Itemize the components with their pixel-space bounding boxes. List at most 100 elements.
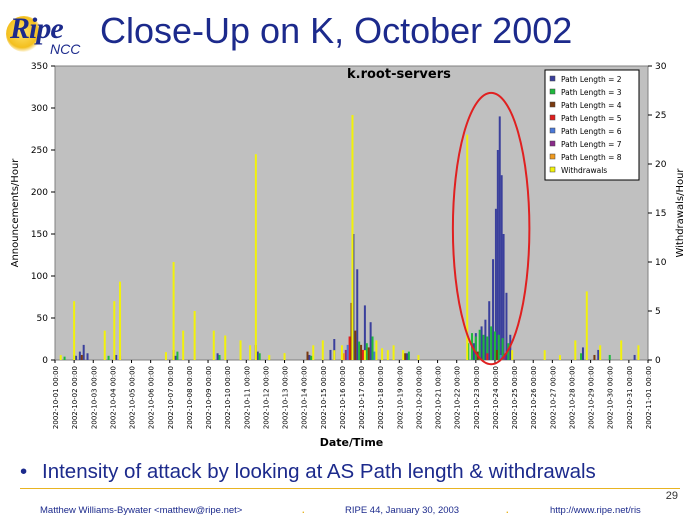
bar-path-length-3	[365, 343, 368, 360]
x-tick-label: 2002-10-11 00:00	[243, 366, 251, 429]
bar-path-length-2	[329, 349, 332, 360]
bar-path-length-5	[486, 353, 489, 360]
footer-author: Matthew Williams-Bywater <matthew@ripe.n…	[40, 505, 243, 516]
bar-withdrawals	[283, 353, 286, 360]
bar-withdrawals	[164, 352, 167, 360]
x-tick-label: 2002-10-31 00:00	[626, 366, 634, 429]
x-tick-label: 2002-10-20 00:00	[415, 366, 423, 429]
bar-path-length-2	[502, 234, 505, 360]
y-left-tick-label: 100	[31, 272, 48, 282]
bar-path-length-7	[344, 349, 347, 360]
x-tick-label: 2002-10-12 00:00	[262, 366, 270, 429]
y-left-tick-label: 150	[31, 230, 48, 240]
bar-path-length-2	[363, 305, 366, 360]
bar-path-length-3	[497, 334, 500, 360]
bar-path-length-2	[505, 292, 508, 360]
x-tick-label: 2002-10-07 00:00	[167, 366, 175, 429]
bar-path-length-7	[503, 355, 506, 360]
x-tick-label: 2002-10-13 00:00	[282, 366, 290, 429]
footer-separator: .	[506, 505, 509, 516]
bar-withdrawals	[466, 134, 469, 360]
y-right-tick-label: 20	[655, 160, 667, 170]
x-tick-label: 2002-10-08 00:00	[186, 366, 194, 429]
bar-withdrawals	[351, 115, 354, 360]
x-tick-label: 2002-10-29 00:00	[588, 366, 596, 429]
bar-withdrawals	[340, 345, 343, 360]
bar-path-length-4	[306, 351, 309, 360]
bar-withdrawals	[103, 330, 106, 360]
bar-path-length-5	[348, 336, 351, 360]
x-tick-label: 2002-10-05 00:00	[129, 366, 137, 429]
y-left-tick-label: 300	[31, 104, 48, 114]
bar-path-length-2	[86, 353, 89, 360]
bar-withdrawals	[182, 330, 185, 360]
bar-withdrawals	[59, 355, 62, 360]
bar-withdrawals	[224, 335, 227, 360]
chart-title: k.root-servers	[347, 67, 451, 82]
bar-path-length-3	[310, 355, 313, 360]
bar-path-length-3	[493, 331, 496, 360]
bar-withdrawals	[392, 345, 395, 360]
bar-withdrawals	[73, 301, 76, 360]
slide-title: Close-Up on K, October 2002	[100, 10, 573, 51]
x-tick-label: 2002-10-27 00:00	[549, 366, 557, 429]
page-number: 29	[665, 490, 678, 502]
legend-label: Path Length = 7	[561, 140, 622, 149]
legend-box	[544, 69, 640, 181]
bar-path-length-4	[593, 354, 596, 360]
x-tick-label: 2002-10-24 00:00	[492, 366, 500, 429]
bar-path-length-2	[174, 355, 177, 360]
attack-highlight-ellipse	[451, 91, 531, 366]
bar-path-length-3	[107, 355, 110, 360]
y-left-tick-label: 250	[31, 146, 48, 156]
bar-path-length-3	[490, 326, 493, 360]
bar-path-length-3	[258, 353, 261, 360]
bar-path-length-4	[354, 330, 357, 360]
bar-withdrawals	[620, 340, 623, 360]
footer-separator: .	[302, 505, 305, 516]
bar-path-length-3	[371, 336, 374, 360]
bar-path-length-2	[308, 354, 311, 360]
bar-withdrawals	[402, 350, 405, 360]
bar-path-length-3	[474, 336, 477, 360]
y-left-tick-label: 0	[42, 356, 48, 366]
y-right-tick-label: 5	[655, 307, 661, 317]
logo-ncc-text: NCC	[50, 41, 81, 57]
x-tick-label: 2002-10-17 00:00	[358, 366, 366, 429]
x-tick-label: 2002-10-19 00:00	[396, 366, 404, 429]
x-tick-label: 2002-10-18 00:00	[377, 366, 385, 429]
x-tick-label: 2002-10-06 00:00	[148, 366, 156, 429]
bar-withdrawals	[249, 345, 252, 360]
x-tick-label: 2002-10-14 00:00	[301, 366, 309, 429]
legend-label: Path Length = 6	[561, 127, 622, 136]
bar-withdrawals	[212, 330, 215, 360]
x-tick-label: 2002-10-03 00:00	[90, 366, 98, 429]
x-tick-label: 2002-10-26 00:00	[530, 366, 538, 429]
x-tick-label: 2002-11-01 00:00	[645, 366, 653, 429]
bar-withdrawals	[559, 355, 562, 360]
bar-path-length-3	[407, 351, 410, 360]
bar-path-length-2	[369, 322, 372, 360]
x-tick-label: 2002-10-15 00:00	[320, 366, 328, 429]
bar-path-length-6	[373, 351, 376, 360]
x-tick-label: 2002-10-04 00:00	[109, 366, 117, 429]
legend-swatch	[549, 88, 556, 95]
bar-path-length-2	[500, 175, 503, 360]
bar-withdrawals	[363, 350, 366, 360]
bar-path-length-2	[256, 351, 259, 360]
bar-path-length-2	[496, 150, 499, 360]
legend-swatch	[549, 140, 556, 147]
footer-url: http://www.ripe.net/ris	[550, 505, 641, 516]
y-right-tick-label: 10	[655, 258, 667, 268]
sun-icon	[6, 16, 42, 52]
legend-swatch	[549, 114, 556, 121]
bar-path-length-3	[580, 353, 583, 360]
legend-label: Path Length = 3	[561, 88, 622, 97]
bar-path-length-3	[63, 356, 66, 360]
bar-withdrawals	[386, 350, 389, 360]
bar-withdrawals	[172, 262, 175, 360]
bar-path-length-2	[494, 208, 497, 360]
bullet-icon: •	[20, 460, 28, 483]
bar-withdrawals	[585, 291, 588, 360]
bar-withdrawals	[254, 154, 257, 360]
